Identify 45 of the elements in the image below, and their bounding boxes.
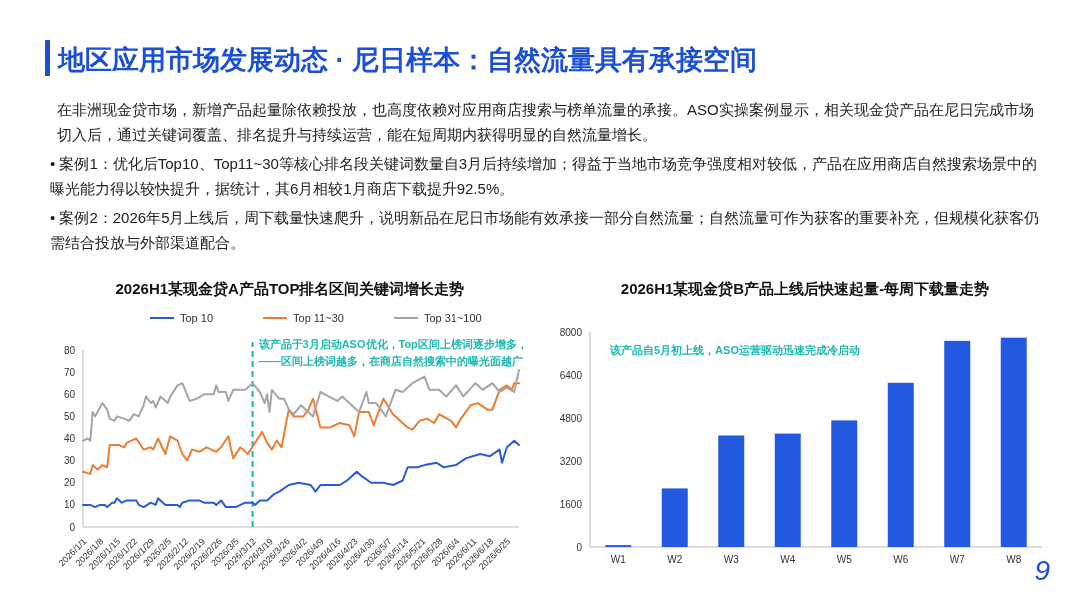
x-tick-label: W4: [780, 554, 796, 565]
legend-label: Top 31~100: [423, 312, 482, 324]
x-tick-label: W3: [723, 554, 740, 565]
text: 在非洲现金贷市场，新增产品起量除依赖投放，也高度依赖对应用商店搜索与榜单流量的承接。ASO实操案例显示，相关现金贷产品在尼日完成市场切入后，通过关键词覆盖、排名提升与持续运营，能在短周期内获得明显的自然流量增长。: [57, 101, 1034, 143]
line-series: [82, 368, 520, 442]
y-tick-label: 6400: [559, 369, 583, 381]
x-tick-label: W2: [667, 554, 683, 565]
y-tick-label: 80: [63, 344, 76, 356]
chart-title: 2026H1某现金贷A产品TOP排名区间关键词增长走势: [115, 280, 465, 297]
line-series: [82, 439, 520, 509]
ref-line-label: 该产品于3月启动ASO优化，Top区间上榜词逐步增多，——区间上榜词越多，在商店自然搜索中的曝光面越广: [258, 337, 529, 369]
y-tick-label: 70: [63, 366, 76, 378]
text: 9: [1034, 555, 1050, 588]
y-tick-label: 0: [576, 541, 583, 553]
y-tick-label: 3200: [559, 455, 583, 467]
y-tick-label: 40: [63, 433, 76, 444]
legend-label: Top 11~30: [293, 312, 344, 324]
y-tick-label: 4800: [559, 412, 583, 424]
text: • 案例2：2026年5月上线后，周下载量快速爬升，说明新品在尼日市场能有效承接一部分自然流量；自然流量可作为获客的重要补充，但规模化获客仍需结合投放与外部渠道配合。: [50, 209, 1040, 251]
text: 地区应用市场发展动态 · 尼日样本：自然流量具有承接空间: [58, 44, 757, 77]
chart-title: 2026H1某现金贷B产品上线后快速起量-每周下载量走势: [620, 280, 990, 297]
line-series: [82, 382, 520, 475]
y-tick-label: 0: [69, 521, 76, 533]
bar: [718, 435, 745, 547]
y-tick-label: 50: [63, 410, 76, 422]
legend-label: Top 10: [180, 312, 214, 324]
annotation: 该产品自5月初上线，ASO运营驱动迅速完成冷启动: [609, 344, 860, 356]
y-tick-label: 8000: [559, 326, 583, 338]
y-tick-label: 10: [63, 499, 76, 511]
bar: [887, 382, 914, 547]
bar: [944, 340, 971, 547]
x-tick-label: W6: [893, 554, 909, 565]
text: • 案例1：优化后Top10、Top11~30等核心排名段关键词数量自3月后持续增加；得益于当地市场竞争强度相对较低，产品在应用商店自然搜索场景中的曝光能力得以较快提升，据统计，其6月相较1月商店下载提升92.5%。: [50, 155, 1038, 197]
x-tick-label: W5: [836, 554, 853, 565]
x-tick-label: W1: [610, 554, 627, 565]
x-tick-label: W7: [949, 554, 966, 565]
bar: [1000, 337, 1027, 547]
y-tick-label: 20: [63, 477, 76, 489]
y-tick-label: 30: [63, 455, 76, 467]
x-tick-label: W8: [1006, 554, 1022, 565]
bar: [661, 488, 688, 547]
y-tick-label: 1600: [559, 498, 583, 510]
bar: [774, 433, 801, 547]
bar: [831, 420, 858, 547]
y-tick-label: 60: [63, 388, 76, 400]
